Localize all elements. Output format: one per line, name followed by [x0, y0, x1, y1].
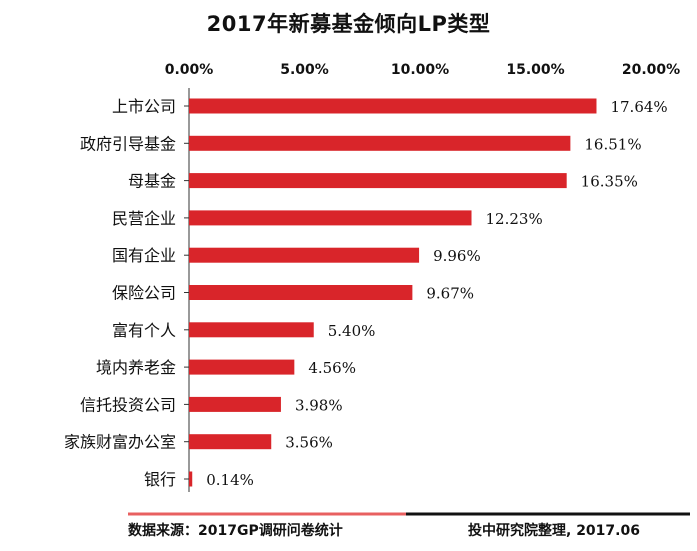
x-tick-label: 15.00%: [506, 62, 564, 78]
data-label: 9.96%: [433, 247, 481, 265]
bar: [189, 173, 567, 189]
bar: [189, 247, 420, 263]
category-label: 银行: [144, 470, 176, 489]
data-label: 17.64%: [610, 98, 667, 116]
data-label: 5.40%: [328, 322, 376, 340]
credit-note: 投中研究院整理, 2017.06: [468, 523, 640, 539]
bar: [189, 210, 472, 226]
category-label: 家族财富办公室: [64, 433, 176, 452]
bar: [189, 396, 281, 412]
bar: [189, 359, 295, 375]
category-label: 政府引导基金: [80, 134, 176, 153]
data-label: 3.56%: [285, 434, 333, 452]
data-label: 3.98%: [295, 396, 343, 414]
category-label: 信托投资公司: [80, 395, 176, 414]
category-label: 保险公司: [112, 284, 176, 303]
x-tick-label: 0.00%: [165, 62, 214, 78]
bar: [189, 135, 571, 151]
bar: [189, 322, 314, 338]
bar: [189, 285, 413, 300]
x-tick-label: 5.00%: [280, 62, 329, 78]
x-tick-label: 10.00%: [391, 62, 449, 78]
source-note: 数据来源：2017GP调研问卷统计: [128, 523, 343, 539]
data-label: 12.23%: [486, 210, 543, 228]
data-label: 16.35%: [581, 173, 638, 191]
bar: [189, 98, 597, 114]
data-label: 0.14%: [206, 471, 254, 489]
x-tick-label: 20.00%: [622, 62, 680, 78]
data-label: 4.56%: [308, 359, 356, 377]
bar: [189, 434, 272, 450]
category-label: 国有企业: [112, 246, 176, 265]
category-label: 民营企业: [112, 209, 176, 228]
category-label: 母基金: [128, 172, 176, 191]
category-label: 上市公司: [112, 97, 176, 116]
category-label: 境内养老金: [96, 358, 176, 377]
chart-title: 2017年新募基金倾向LP类型: [206, 12, 491, 36]
category-label: 富有个人: [112, 321, 176, 340]
data-label: 9.67%: [426, 285, 474, 303]
data-label: 16.51%: [584, 135, 641, 153]
bar: [189, 471, 193, 487]
